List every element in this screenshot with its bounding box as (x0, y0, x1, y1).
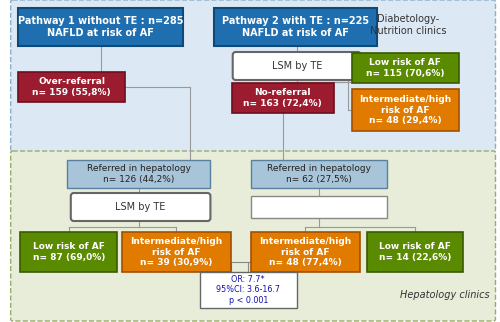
Text: Low risk of AF
n= 87 (69,0%): Low risk of AF n= 87 (69,0%) (32, 242, 105, 262)
Text: No-referral
n= 163 (72,4%): No-referral n= 163 (72,4%) (244, 88, 322, 108)
Text: Hepatology clinics: Hepatology clinics (400, 290, 490, 300)
Text: Intermediate/high
risk of AF
n= 48 (29,4%): Intermediate/high risk of AF n= 48 (29,4… (359, 95, 452, 125)
Bar (122, 232, 231, 272)
Text: Intermediate/high
risk of AF
n= 39 (30,9%): Intermediate/high risk of AF n= 39 (30,9… (130, 237, 222, 267)
Text: Low risk of AF
n= 14 (22,6%): Low risk of AF n= 14 (22,6%) (379, 242, 451, 262)
Bar (18, 72, 125, 102)
Bar (18, 8, 184, 46)
Bar (214, 8, 377, 46)
Text: Diabetology-
Nutrition clinics: Diabetology- Nutrition clinics (370, 14, 446, 36)
Text: LSM by TE: LSM by TE (272, 61, 322, 71)
Text: OR: 7.7*
95%CI: 3.6-16.7
p < 0.001: OR: 7.7* 95%CI: 3.6-16.7 p < 0.001 (216, 275, 280, 305)
FancyBboxPatch shape (232, 52, 360, 80)
Text: Referred in hepatology
n= 126 (44,2%): Referred in hepatology n= 126 (44,2%) (86, 164, 190, 184)
Bar (366, 232, 464, 272)
FancyBboxPatch shape (10, 151, 496, 321)
Text: Pathway 2 with TE : n=225
NAFLD at risk of AF: Pathway 2 with TE : n=225 NAFLD at risk … (222, 16, 370, 38)
Bar (352, 89, 459, 131)
Text: Referred in hepatology
n= 62 (27,5%): Referred in hepatology n= 62 (27,5%) (267, 164, 371, 184)
Text: LSM by TE: LSM by TE (116, 202, 166, 212)
Text: Over-referral
n= 159 (55,8%): Over-referral n= 159 (55,8%) (32, 77, 111, 97)
FancyBboxPatch shape (10, 0, 496, 152)
Bar (67, 160, 210, 188)
Text: Low risk of AF
n= 115 (70,6%): Low risk of AF n= 115 (70,6%) (366, 58, 444, 78)
Bar (232, 83, 334, 113)
Bar (251, 160, 387, 188)
Bar (200, 272, 296, 308)
Text: Pathway 1 without TE : n=285
NAFLD at risk of AF: Pathway 1 without TE : n=285 NAFLD at ri… (18, 16, 184, 38)
Bar (352, 53, 459, 83)
Bar (251, 196, 387, 218)
FancyBboxPatch shape (71, 193, 210, 221)
Bar (251, 232, 360, 272)
Bar (20, 232, 117, 272)
Text: Intermediate/high
risk of AF
n= 48 (77,4%): Intermediate/high risk of AF n= 48 (77,4… (260, 237, 352, 267)
